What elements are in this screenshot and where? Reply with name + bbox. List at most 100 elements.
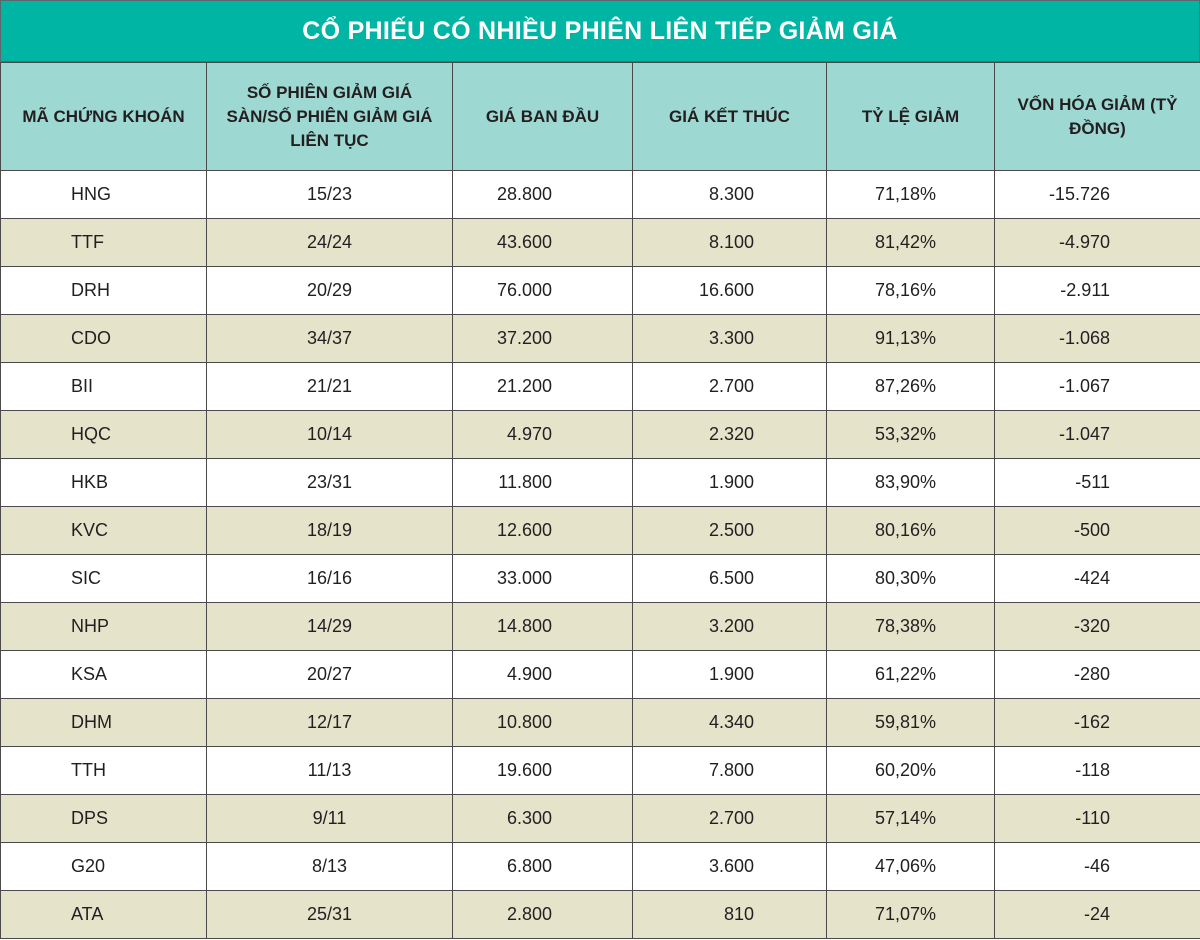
cell-close-price: 2.320 [632, 410, 827, 459]
cell-decline-rate: 60,20% [826, 746, 995, 795]
cell-sessions: 21/21 [206, 362, 453, 411]
title-bar: CỔ PHIẾU CÓ NHIỀU PHIÊN LIÊN TIẾP GIẢM G… [0, 0, 1200, 62]
cell-sessions: 8/13 [206, 842, 453, 891]
stocks-table: MÃ CHỨNG KHOÁN SỐ PHIÊN GIẢM GIÁ SÀN/SỐ … [0, 62, 1200, 939]
header-cap-decline: VỐN HÓA GIẢM (TỶ ĐỒNG) [994, 62, 1200, 171]
cell-close-price: 16.600 [632, 266, 827, 315]
cell-sessions: 12/17 [206, 698, 453, 747]
cell-cap-decline: -4.970 [994, 218, 1200, 267]
cell-cap-decline: -24 [994, 890, 1200, 939]
table-row: NHP 14/29 14.800 3.200 78,38% -320 [0, 602, 1200, 651]
cell-sessions: 24/24 [206, 218, 453, 267]
cell-code: KSA [0, 650, 207, 699]
cell-code: DPS [0, 794, 207, 843]
cell-close-price: 2.500 [632, 506, 827, 555]
cell-sessions: 9/11 [206, 794, 453, 843]
cell-close-price: 3.300 [632, 314, 827, 363]
cell-open-price: 19.600 [452, 746, 633, 795]
cell-sessions: 20/29 [206, 266, 453, 315]
cell-decline-rate: 57,14% [826, 794, 995, 843]
cell-cap-decline: -118 [994, 746, 1200, 795]
cell-decline-rate: 87,26% [826, 362, 995, 411]
cell-open-price: 10.800 [452, 698, 633, 747]
cell-decline-rate: 59,81% [826, 698, 995, 747]
cell-sessions: 14/29 [206, 602, 453, 651]
cell-decline-rate: 80,16% [826, 506, 995, 555]
cell-cap-decline: -1.047 [994, 410, 1200, 459]
cell-close-price: 1.900 [632, 458, 827, 507]
table-row: KVC 18/19 12.600 2.500 80,16% -500 [0, 506, 1200, 555]
cell-cap-decline: -1.067 [994, 362, 1200, 411]
cell-code: ATA [0, 890, 207, 939]
cell-sessions: 15/23 [206, 170, 453, 219]
cell-decline-rate: 71,18% [826, 170, 995, 219]
header-decline-rate: TỶ LỆ GIẢM [826, 62, 995, 171]
table-row: KSA 20/27 4.900 1.900 61,22% -280 [0, 650, 1200, 699]
cell-open-price: 21.200 [452, 362, 633, 411]
table-row: HKB 23/31 11.800 1.900 83,90% -511 [0, 458, 1200, 507]
cell-close-price: 6.500 [632, 554, 827, 603]
cell-code: DHM [0, 698, 207, 747]
cell-code: TTH [0, 746, 207, 795]
cell-code: CDO [0, 314, 207, 363]
cell-cap-decline: -15.726 [994, 170, 1200, 219]
cell-sessions: 10/14 [206, 410, 453, 459]
cell-code: HKB [0, 458, 207, 507]
cell-decline-rate: 71,07% [826, 890, 995, 939]
cell-decline-rate: 47,06% [826, 842, 995, 891]
cell-open-price: 6.300 [452, 794, 633, 843]
cell-close-price: 1.900 [632, 650, 827, 699]
cell-code: TTF [0, 218, 207, 267]
table-row: TTF 24/24 43.600 8.100 81,42% -4.970 [0, 218, 1200, 267]
cell-open-price: 28.800 [452, 170, 633, 219]
cell-cap-decline: -1.068 [994, 314, 1200, 363]
cell-cap-decline: -2.911 [994, 266, 1200, 315]
cell-close-price: 8.300 [632, 170, 827, 219]
table-row: BII 21/21 21.200 2.700 87,26% -1.067 [0, 362, 1200, 411]
cell-code: DRH [0, 266, 207, 315]
cell-code: NHP [0, 602, 207, 651]
cell-open-price: 4.970 [452, 410, 633, 459]
cell-code: HNG [0, 170, 207, 219]
table-body: HNG 15/23 28.800 8.300 71,18% -15.726 TTF 24/24… [0, 170, 1200, 939]
cell-open-price: 33.000 [452, 554, 633, 603]
cell-decline-rate: 61,22% [826, 650, 995, 699]
cell-cap-decline: -511 [994, 458, 1200, 507]
cell-close-price: 4.340 [632, 698, 827, 747]
cell-sessions: 25/31 [206, 890, 453, 939]
header-row: MÃ CHỨNG KHOÁN SỐ PHIÊN GIẢM GIÁ SÀN/SỐ … [0, 62, 1200, 171]
cell-decline-rate: 91,13% [826, 314, 995, 363]
table-row: ATA 25/31 2.800 810 71,07% -24 [0, 890, 1200, 939]
cell-close-price: 7.800 [632, 746, 827, 795]
cell-code: G20 [0, 842, 207, 891]
cell-cap-decline: -500 [994, 506, 1200, 555]
table-row: HNG 15/23 28.800 8.300 71,18% -15.726 [0, 170, 1200, 219]
cell-open-price: 2.800 [452, 890, 633, 939]
table-row: DPS 9/11 6.300 2.700 57,14% -110 [0, 794, 1200, 843]
cell-open-price: 6.800 [452, 842, 633, 891]
cell-decline-rate: 83,90% [826, 458, 995, 507]
cell-sessions: 34/37 [206, 314, 453, 363]
table-row: DRH 20/29 76.000 16.600 78,16% -2.911 [0, 266, 1200, 315]
cell-close-price: 3.200 [632, 602, 827, 651]
cell-open-price: 12.600 [452, 506, 633, 555]
cell-code: KVC [0, 506, 207, 555]
cell-decline-rate: 78,16% [826, 266, 995, 315]
table-row: G20 8/13 6.800 3.600 47,06% -46 [0, 842, 1200, 891]
header-close-price: GIÁ KẾT THÚC [632, 62, 827, 171]
cell-open-price: 11.800 [452, 458, 633, 507]
cell-decline-rate: 78,38% [826, 602, 995, 651]
cell-close-price: 8.100 [632, 218, 827, 267]
header-code: MÃ CHỨNG KHOÁN [0, 62, 207, 171]
cell-code: BII [0, 362, 207, 411]
cell-open-price: 37.200 [452, 314, 633, 363]
table-row: SIC 16/16 33.000 6.500 80,30% -424 [0, 554, 1200, 603]
table-row: HQC 10/14 4.970 2.320 53,32% -1.047 [0, 410, 1200, 459]
cell-sessions: 20/27 [206, 650, 453, 699]
table-row: DHM 12/17 10.800 4.340 59,81% -162 [0, 698, 1200, 747]
header-open-price: GIÁ BAN ĐẦU [452, 62, 633, 171]
cell-decline-rate: 81,42% [826, 218, 995, 267]
cell-cap-decline: -424 [994, 554, 1200, 603]
cell-open-price: 14.800 [452, 602, 633, 651]
